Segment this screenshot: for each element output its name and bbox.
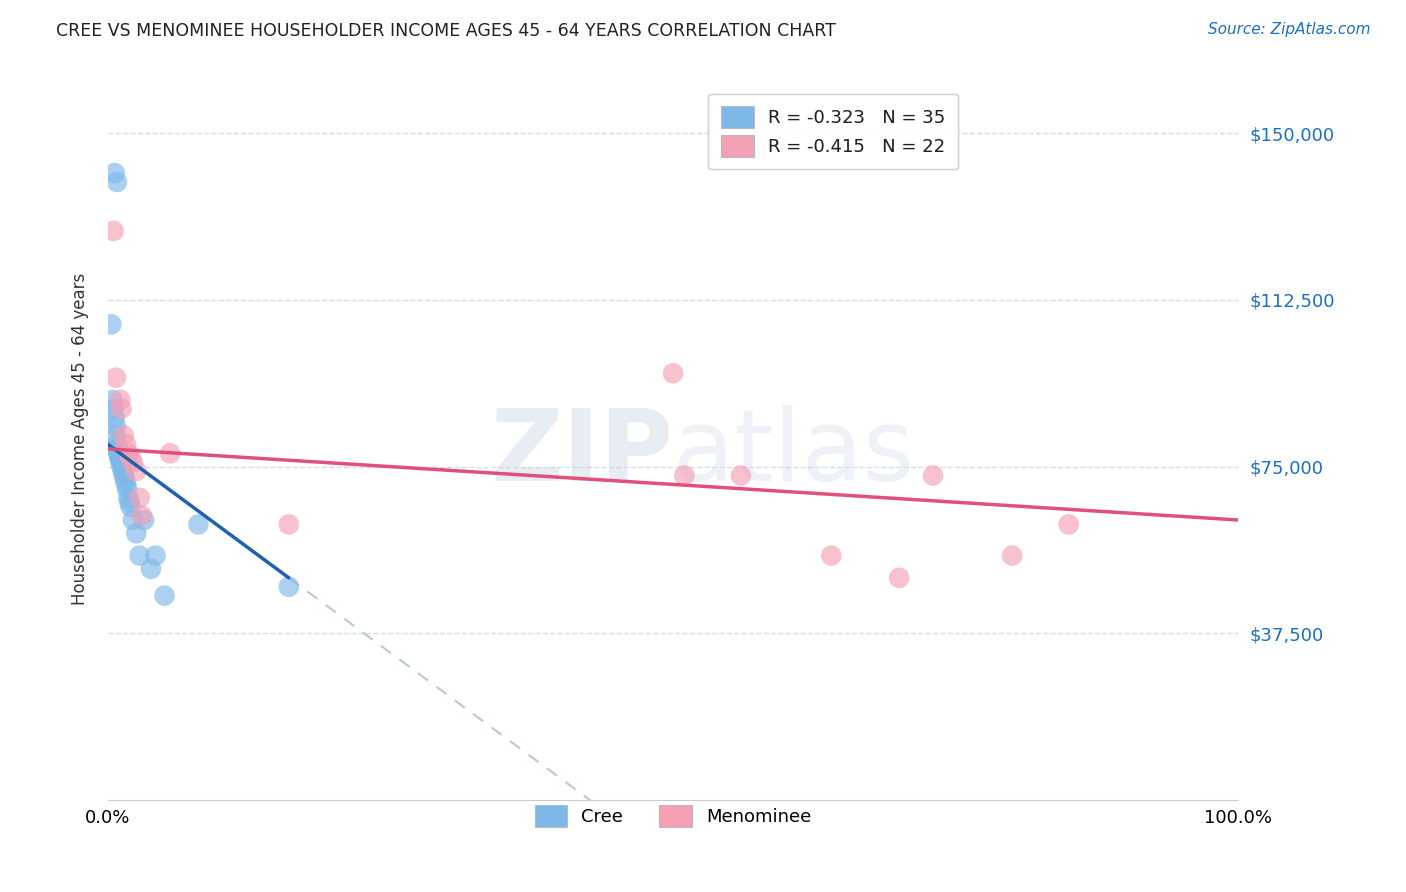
Point bbox=[112, 428, 135, 442]
Point bbox=[139, 562, 162, 576]
Point bbox=[121, 513, 143, 527]
Legend: Cree, Menominee: Cree, Menominee bbox=[527, 798, 818, 835]
Point bbox=[105, 437, 128, 451]
Point bbox=[820, 549, 842, 563]
Point bbox=[159, 446, 181, 460]
Text: Source: ZipAtlas.com: Source: ZipAtlas.com bbox=[1208, 22, 1371, 37]
Point bbox=[104, 419, 127, 434]
Point bbox=[120, 500, 142, 514]
Point bbox=[110, 459, 132, 474]
Point bbox=[153, 589, 176, 603]
Point bbox=[662, 366, 685, 380]
Point bbox=[131, 508, 153, 523]
Point bbox=[277, 517, 299, 532]
Point bbox=[103, 224, 125, 238]
Point bbox=[110, 455, 132, 469]
Point bbox=[101, 392, 124, 407]
Point bbox=[145, 549, 167, 563]
Point bbox=[110, 450, 132, 465]
Point bbox=[104, 370, 127, 384]
Point bbox=[111, 464, 134, 478]
Point bbox=[922, 468, 945, 483]
Point bbox=[115, 477, 138, 491]
Point bbox=[125, 464, 148, 478]
Point bbox=[117, 446, 139, 460]
Point bbox=[104, 166, 127, 180]
Point bbox=[108, 446, 131, 460]
Point bbox=[100, 318, 122, 332]
Point bbox=[110, 392, 132, 407]
Point bbox=[104, 428, 127, 442]
Point bbox=[107, 446, 129, 460]
Text: atlas: atlas bbox=[673, 405, 915, 502]
Point bbox=[105, 175, 128, 189]
Point bbox=[118, 495, 141, 509]
Point bbox=[108, 450, 131, 465]
Point bbox=[103, 401, 125, 416]
Point bbox=[1057, 517, 1080, 532]
Point bbox=[104, 410, 127, 425]
Text: ZIP: ZIP bbox=[491, 405, 673, 502]
Point bbox=[128, 491, 150, 505]
Point bbox=[110, 455, 132, 469]
Point bbox=[128, 549, 150, 563]
Point bbox=[730, 468, 752, 483]
Point bbox=[1001, 549, 1024, 563]
Point bbox=[120, 450, 142, 465]
Text: CREE VS MENOMINEE HOUSEHOLDER INCOME AGES 45 - 64 YEARS CORRELATION CHART: CREE VS MENOMINEE HOUSEHOLDER INCOME AGE… bbox=[56, 22, 837, 40]
Y-axis label: Householder Income Ages 45 - 64 years: Householder Income Ages 45 - 64 years bbox=[72, 273, 89, 605]
Point bbox=[125, 526, 148, 541]
Point bbox=[134, 513, 156, 527]
Point bbox=[673, 468, 696, 483]
Point bbox=[114, 473, 136, 487]
Point bbox=[110, 401, 132, 416]
Point bbox=[277, 580, 299, 594]
Point bbox=[105, 442, 128, 456]
Point bbox=[121, 455, 143, 469]
Point bbox=[115, 482, 138, 496]
Point bbox=[187, 517, 209, 532]
Point bbox=[112, 468, 135, 483]
Point bbox=[117, 491, 139, 505]
Point bbox=[107, 442, 129, 456]
Point bbox=[115, 437, 138, 451]
Point bbox=[887, 571, 910, 585]
